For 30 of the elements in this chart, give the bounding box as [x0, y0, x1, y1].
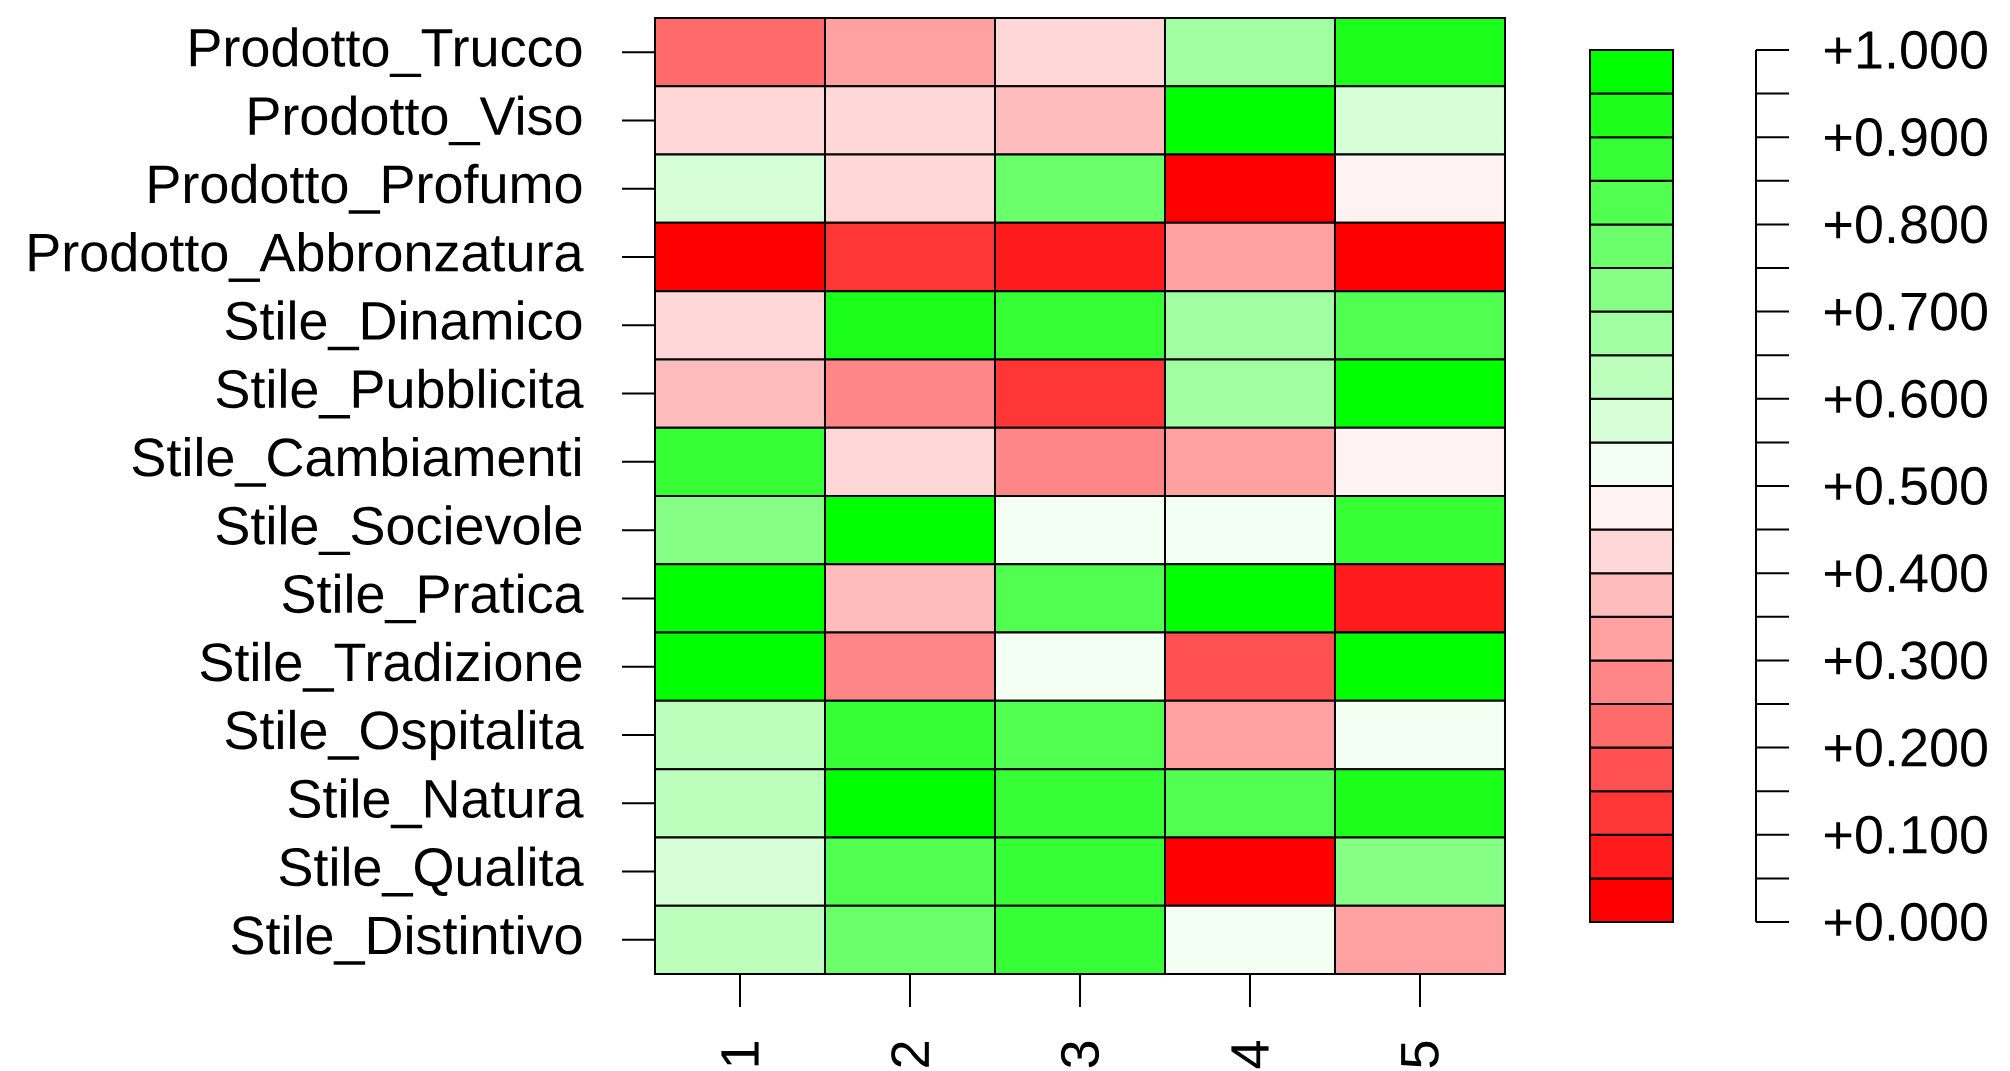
color-bar-label: +0.100 [1825, 815, 1987, 854]
x-tick-label: 4 [1231, 1040, 1269, 1069]
color-bar-label: +0.600 [1825, 379, 1987, 418]
color-bar-label: +0.300 [1825, 641, 1987, 680]
x-tick-label: 1 [721, 1042, 759, 1066]
x-tick-label: 3 [1060, 1041, 1100, 1068]
y-tick-label: Prodotto_Profumo [149, 163, 582, 214]
x-tick-label: 2 [891, 1042, 929, 1067]
y-tick-label: Stile_Cambiamenti [132, 436, 580, 487]
y-tick-label: Stile_Qualita [279, 846, 584, 897]
y-tick-label: Stile_Ospitalita [225, 709, 584, 761]
color-bar-label: +0.500 [1825, 466, 1987, 506]
color-bar-label: +0.200 [1825, 728, 1987, 767]
y-tick-label: Stile_Tradizione [200, 641, 582, 692]
y-tick-label: Stile_Pubblicita [216, 368, 584, 419]
y-tick-label: Stile_Pratica [282, 573, 584, 624]
color-bar-label: +1.000 [1825, 30, 1987, 70]
y-tick-label: Stile_Distintivo [231, 914, 582, 965]
y-tick-label: Prodotto_Abbronzatura [29, 232, 584, 282]
y-tick-label: Prodotto_Trucco [190, 27, 582, 78]
y-tick-label: Stile_Natura [288, 778, 584, 829]
color-bar-label: +0.800 [1825, 205, 1987, 244]
color-bar-label: +0.400 [1825, 554, 1987, 593]
y-tick-label: Prodotto_Viso [249, 95, 582, 146]
y-tick-label: Stile_Dinamico [225, 300, 582, 351]
color-bar-label: +0.700 [1825, 292, 1987, 331]
y-tick-label: Stile_Socievole [216, 505, 582, 556]
color-bar-label: +0.000 [1825, 902, 1987, 942]
x-tick-label: 5 [1401, 1041, 1439, 1068]
color-bar-label: +0.900 [1825, 118, 1987, 157]
